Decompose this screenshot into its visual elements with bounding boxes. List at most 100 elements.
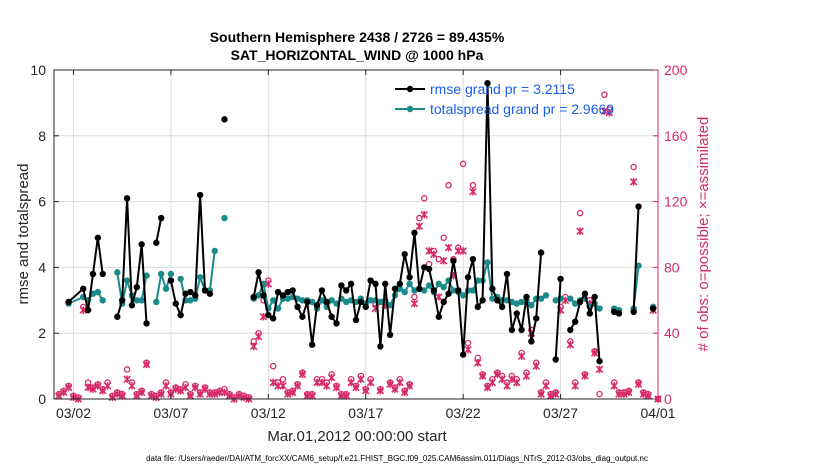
rmse-point xyxy=(138,241,145,248)
rmse-point xyxy=(84,306,92,314)
rmse-point xyxy=(557,275,564,283)
obs-assimilated-marker xyxy=(576,227,584,235)
rmse-point xyxy=(513,310,520,317)
rmse-point xyxy=(80,285,87,292)
obs-assimilated-marker xyxy=(298,370,307,379)
legend-spread-marker xyxy=(406,105,414,113)
rmse-point xyxy=(274,288,282,296)
x-axis-label: Mar.01,2012 00:00:00 start xyxy=(267,428,447,445)
spread-series xyxy=(65,214,657,314)
rmse-point xyxy=(552,356,559,363)
rmse-point xyxy=(435,313,443,320)
rmse-point xyxy=(498,303,506,311)
spread-point xyxy=(552,297,559,304)
obs-possible-marker xyxy=(630,163,637,171)
spread-point xyxy=(435,280,443,288)
obs-assimilated-marker xyxy=(293,382,302,390)
obs-assimilated-marker xyxy=(595,365,604,374)
rmse-point xyxy=(177,311,184,319)
obs-assimilated-marker xyxy=(439,257,448,265)
spread-point xyxy=(162,285,170,292)
y-right-tick-label: 200 xyxy=(664,62,688,78)
obs-assimilated-marker xyxy=(410,299,419,308)
obs-assimilated-marker xyxy=(430,250,438,259)
rmse-point xyxy=(377,343,384,350)
rmse-point xyxy=(391,285,399,292)
rmse-point xyxy=(187,288,194,296)
rmse-point xyxy=(299,313,306,320)
rmse-point xyxy=(265,311,272,319)
obs-possible-marker xyxy=(464,339,472,347)
rmse-point xyxy=(123,195,131,202)
obs-assimilated-marker xyxy=(332,383,341,392)
obs-assimilated-marker xyxy=(220,388,229,397)
x-tick-label: 03/12 xyxy=(251,405,286,421)
spread-point xyxy=(596,305,603,312)
y-left-tick-label: 6 xyxy=(38,194,46,210)
obs-possible-marker xyxy=(279,376,287,383)
rmse-point xyxy=(571,318,579,325)
spread-point xyxy=(274,305,282,312)
y-left-tick-label: 4 xyxy=(38,259,46,275)
spread-point xyxy=(567,295,574,302)
obs-assimilated-marker xyxy=(137,388,146,397)
rmse-point xyxy=(143,320,150,327)
y-right-tick-label: 80 xyxy=(664,259,680,275)
obs-assimilated-marker xyxy=(191,383,200,392)
rmse-point xyxy=(182,290,189,297)
obs-assimilated-marker xyxy=(142,360,151,369)
rmse-point xyxy=(649,305,657,312)
spread-point xyxy=(143,272,150,279)
spread-point xyxy=(401,288,408,296)
rmse-point xyxy=(537,249,545,256)
obs-assimilated-marker xyxy=(123,375,131,384)
y-left-tick-label: 2 xyxy=(38,325,46,341)
rmse-point xyxy=(362,303,369,311)
rmse-series xyxy=(65,79,657,365)
obs-assimilated-marker xyxy=(605,109,614,117)
spread-point xyxy=(377,298,384,306)
rmse-point xyxy=(430,287,438,294)
obs-assimilated-marker xyxy=(474,359,482,367)
rmse-point xyxy=(89,270,97,278)
y-left-tick-label: 10 xyxy=(30,62,46,78)
obs-layer xyxy=(55,91,662,403)
obs-assimilated-marker xyxy=(89,385,97,393)
y-axis-right-label: # of obs: o=possible; ×=assimilated xyxy=(695,117,712,352)
rmse-point xyxy=(347,280,355,288)
rmse-point xyxy=(308,341,316,348)
obs-possible-marker xyxy=(469,181,477,189)
rmse-point xyxy=(479,297,486,304)
rmse-line xyxy=(252,82,543,356)
obs-assimilated-marker xyxy=(537,390,545,398)
rmse-point xyxy=(386,331,394,339)
rmse-line xyxy=(67,236,104,312)
obs-assimilated-marker xyxy=(396,378,404,387)
spread-point xyxy=(284,295,292,302)
spread-point xyxy=(157,270,165,278)
obs-assimilated-marker xyxy=(147,391,156,400)
obs-assimilated-marker xyxy=(634,380,643,388)
rmse-point xyxy=(65,298,72,306)
obs-assimilated-marker xyxy=(172,385,180,393)
plot-frame xyxy=(53,69,659,400)
chart-title-line2: SAT_HORIZONTAL_WIND @ 1000 hPa xyxy=(231,47,484,63)
spread-point xyxy=(196,274,204,281)
spread-point xyxy=(269,297,277,304)
spread-point xyxy=(328,297,335,304)
obs-assimilated-marker xyxy=(444,243,453,252)
rmse-point xyxy=(382,280,389,288)
rmse-point xyxy=(304,298,311,306)
obs-assimilated-marker xyxy=(376,387,385,395)
spread-point xyxy=(255,292,262,299)
rmse-point xyxy=(518,326,525,334)
obs-assimilated-marker xyxy=(581,372,589,380)
spread-point xyxy=(420,287,428,294)
rmse-point xyxy=(474,303,481,311)
obs-assimilated-marker xyxy=(361,387,370,395)
obs-assimilated-marker xyxy=(113,390,122,398)
obs-possible-marker xyxy=(576,209,584,217)
rmse-point xyxy=(630,308,637,316)
obs-assimilated-marker xyxy=(420,210,428,219)
obs-possible-marker xyxy=(411,293,418,301)
